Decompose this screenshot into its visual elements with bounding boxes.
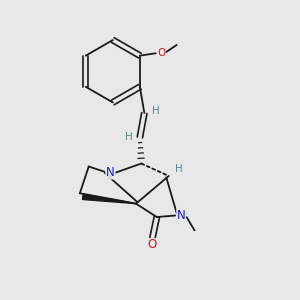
Text: H: H bbox=[175, 164, 183, 175]
Text: O: O bbox=[148, 238, 157, 251]
Text: H: H bbox=[152, 106, 160, 116]
Text: H: H bbox=[125, 132, 133, 142]
Text: O: O bbox=[157, 48, 165, 58]
Text: N: N bbox=[106, 166, 115, 179]
Text: N: N bbox=[177, 209, 186, 222]
Polygon shape bbox=[82, 194, 136, 204]
